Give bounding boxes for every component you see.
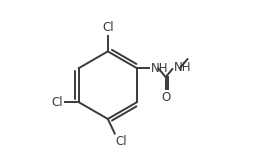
Text: NH: NH [174, 61, 191, 74]
Text: NH: NH [151, 62, 169, 75]
Text: Cl: Cl [102, 22, 114, 35]
Text: Cl: Cl [51, 96, 63, 109]
Text: O: O [162, 91, 171, 104]
Text: Cl: Cl [115, 135, 127, 148]
